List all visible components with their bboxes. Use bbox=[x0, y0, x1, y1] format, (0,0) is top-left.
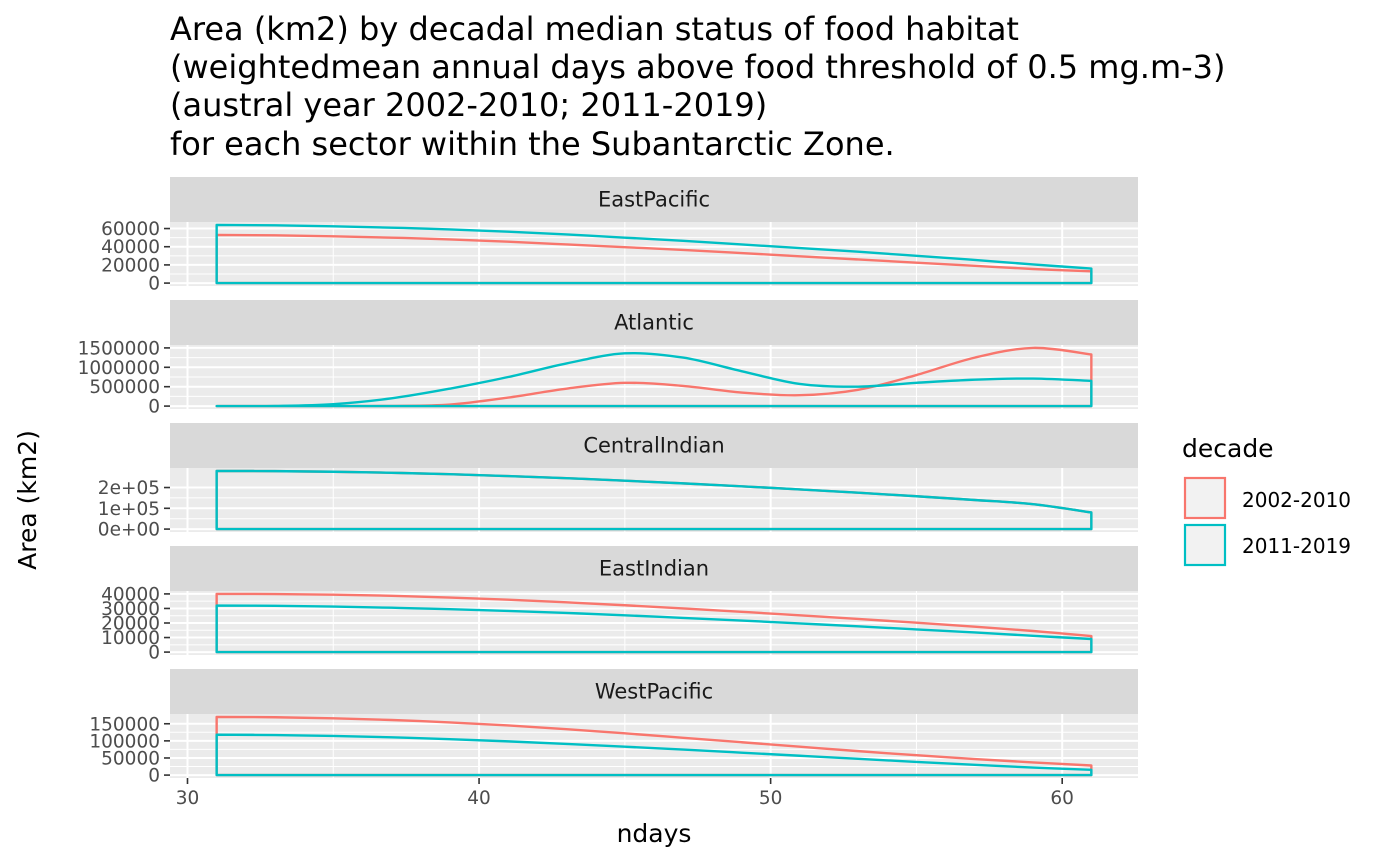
y-tick-label: 0 bbox=[148, 274, 160, 295]
legend: decade 2002-2010 2011-2019 bbox=[1182, 434, 1351, 567]
y-tick-label: 20000 bbox=[101, 255, 160, 276]
series-2011-2019 bbox=[215, 469, 1093, 531]
legend-title: decade bbox=[1182, 434, 1274, 463]
title-line-2: (weightedmean annual days above food thr… bbox=[170, 48, 1226, 86]
y-tick-label: 0e+00 bbox=[98, 520, 160, 541]
y-tick-label: 10000 bbox=[101, 628, 160, 649]
series-2011-2019 bbox=[215, 223, 1093, 285]
x-tick-label: 50 bbox=[759, 788, 783, 809]
y-tick-label: 50000 bbox=[101, 748, 160, 769]
x-tick-label: 40 bbox=[467, 788, 491, 809]
y-tick-label: 20000 bbox=[101, 614, 160, 635]
series-2002-2010 bbox=[215, 592, 1093, 654]
y-tick-label: 1000000 bbox=[78, 358, 160, 379]
facet-strip-label: CentralIndian bbox=[583, 434, 724, 458]
title-line-1: Area (km2) by decadal median status of f… bbox=[170, 10, 1019, 48]
x-tick-label: 60 bbox=[1050, 788, 1074, 809]
legend-item-2002-2010: 2002-2010 bbox=[1183, 476, 1351, 520]
y-tick-label: 500000 bbox=[89, 377, 160, 398]
y-tick-label: 40000 bbox=[101, 237, 160, 258]
facet-strip bbox=[170, 546, 1138, 591]
title-line-3: (austral year 2002-2010; 2011-2019) bbox=[170, 86, 767, 124]
facet-strip-label: WestPacific bbox=[595, 680, 713, 704]
y-tick-label: 100000 bbox=[89, 731, 160, 752]
y-tick-label: 0 bbox=[148, 643, 160, 664]
facet-strip bbox=[170, 177, 1138, 222]
chart-title: Area (km2) by decadal median status of f… bbox=[170, 10, 1226, 163]
y-axis-title: Area (km2) bbox=[13, 430, 42, 570]
series-2011-2019 bbox=[215, 351, 1093, 408]
x-axis-title: ndays bbox=[617, 819, 692, 848]
panel-background bbox=[170, 222, 1138, 286]
legend-label-2002-2010: 2002-2010 bbox=[1242, 488, 1351, 512]
series-2011-2019 bbox=[215, 604, 1093, 654]
title-line-4: for each sector within the Subantarctic … bbox=[170, 125, 895, 163]
series-2011-2019 bbox=[215, 733, 1093, 777]
y-tick-label: 0 bbox=[148, 766, 160, 787]
facet-strip-label: EastPacific bbox=[598, 188, 710, 212]
y-tick-label: 60000 bbox=[101, 219, 160, 240]
y-tick-label: 0 bbox=[148, 397, 160, 418]
legend-label-2011-2019: 2011-2019 bbox=[1242, 534, 1351, 558]
x-tick-label: 30 bbox=[176, 788, 200, 809]
y-tick-label: 40000 bbox=[101, 584, 160, 605]
legend-key-2002-2010 bbox=[1183, 476, 1227, 520]
facet-panels: EastPacific0200004000060000Atlantic05000… bbox=[78, 177, 1138, 787]
facet-strip-label: Atlantic bbox=[614, 311, 694, 335]
series-2002-2010 bbox=[215, 715, 1093, 777]
facet-strip-label: EastIndian bbox=[599, 557, 709, 581]
y-tick-label: 150000 bbox=[89, 714, 160, 735]
y-tick-label: 30000 bbox=[101, 599, 160, 620]
facet-strip bbox=[170, 423, 1138, 468]
y-tick-label: 2e+05 bbox=[98, 478, 160, 499]
legend-key-2011-2019 bbox=[1183, 523, 1227, 567]
y-tick-label: 1500000 bbox=[78, 338, 160, 359]
facet-strip bbox=[170, 300, 1138, 345]
y-tick-label: 1e+05 bbox=[98, 499, 160, 520]
legend-item-2011-2019: 2011-2019 bbox=[1183, 523, 1351, 567]
x-axis: 30 40 50 60 bbox=[176, 778, 1074, 809]
series-2002-2010 bbox=[215, 233, 1093, 285]
facet-strip bbox=[170, 669, 1138, 714]
